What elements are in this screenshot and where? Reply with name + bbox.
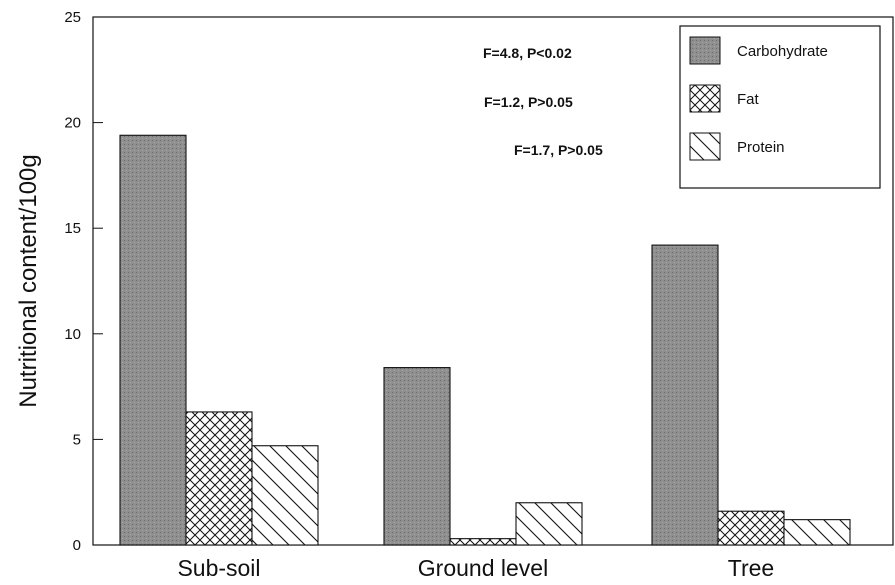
legend-swatch-protein <box>689 132 721 161</box>
legend-label-carbohydrate: Carbohydrate <box>737 43 828 60</box>
x-category-label-tree: Tree <box>728 555 774 581</box>
bar-tree-fat <box>717 510 785 546</box>
y-tick-label-5: 5 <box>73 431 81 448</box>
legend-label-protein: Protein <box>737 139 785 156</box>
y-tick-label-0: 0 <box>73 537 81 554</box>
y-tick-label-20: 20 <box>64 115 81 132</box>
bars <box>119 134 851 546</box>
y-axis-label: Nutritional content/100g <box>15 154 42 408</box>
annotation-carbohydrate-stat: F=4.8, P<0.02 <box>483 45 572 61</box>
y-axis: 0 5 10 15 20 25 <box>64 9 103 554</box>
annotation-fat-stat: F=1.2, P>0.05 <box>484 94 573 110</box>
x-axis-labels: Sub-soil Ground level Tree <box>177 555 774 581</box>
legend-swatch-fat <box>689 84 721 113</box>
legend: Carbohydrate Fat Protein <box>679 25 881 189</box>
annotation-protein-stat: F=1.7, P>0.05 <box>514 142 603 158</box>
bar-sub-soil-carbohydrate <box>119 134 187 546</box>
y-tick-label-25: 25 <box>64 9 81 26</box>
legend-label-fat: Fat <box>737 91 760 108</box>
bar-tree-carbohydrate <box>651 244 719 546</box>
y-tick-label-15: 15 <box>64 220 81 237</box>
legend-swatch-carbohydrate <box>689 36 721 65</box>
y-tick-label-10: 10 <box>64 326 81 343</box>
bar-tree-protein <box>783 519 851 546</box>
bar-sub-soil-protein <box>251 445 319 546</box>
bar-ground-level-protein <box>515 502 583 546</box>
bar-ground-level-carbohydrate <box>383 367 451 546</box>
x-category-label-ground-level: Ground level <box>418 555 548 581</box>
bar-ground-level-fat <box>449 538 517 546</box>
x-category-label-sub-soil: Sub-soil <box>177 555 260 581</box>
bar-sub-soil-fat <box>185 411 253 546</box>
